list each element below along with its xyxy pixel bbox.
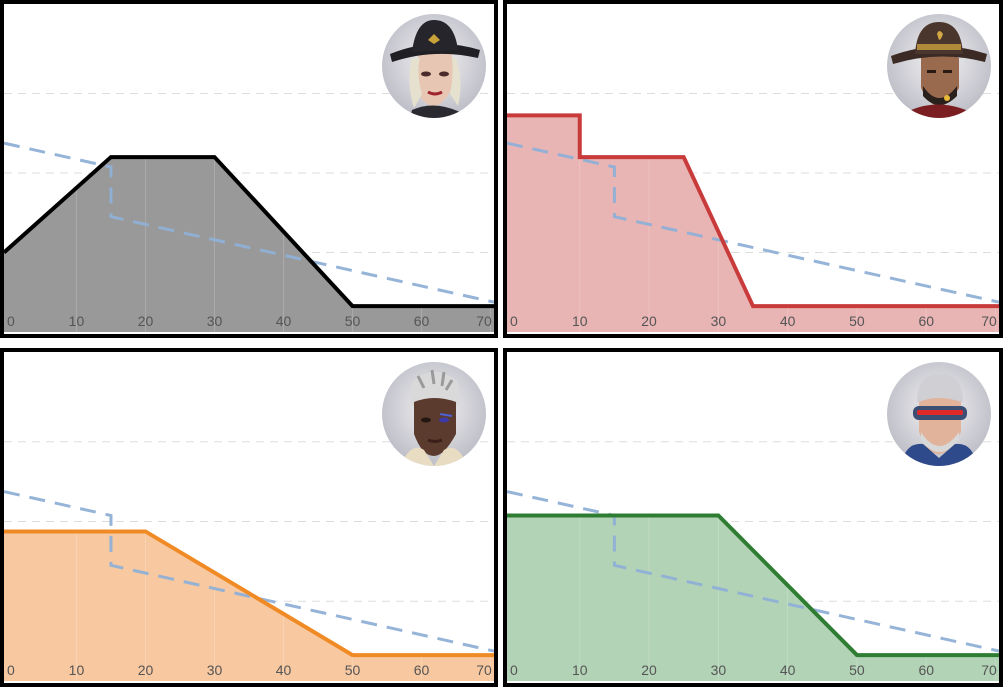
x-tick-label: 70 [476, 662, 492, 678]
x-tick-label: 60 [414, 313, 430, 329]
series-line [4, 529, 494, 658]
series-area [507, 515, 999, 681]
x-tick-label: 40 [276, 662, 292, 678]
x-tick-label: 30 [711, 313, 727, 329]
series-line [4, 155, 494, 309]
x-tick-label: 50 [849, 662, 865, 678]
chart-plot: 0 10 20 30 40 50 60 70 [507, 4, 999, 332]
x-tick-label: 50 [849, 313, 865, 329]
x-tick-label: 20 [641, 662, 657, 678]
x-tick-label: 20 [641, 313, 657, 329]
x-tick-label: 30 [207, 662, 223, 678]
x-tick-label: 50 [345, 313, 361, 329]
x-tick-label: 60 [918, 313, 934, 329]
reference-line [507, 141, 999, 304]
series-area [4, 531, 494, 681]
x-tick-label: 0 [510, 313, 518, 329]
x-tick-label: 0 [510, 662, 518, 678]
x-tick-label: 10 [572, 313, 588, 329]
x-tick-label: 70 [981, 662, 997, 678]
x-tick-label: 10 [69, 313, 85, 329]
series-area [4, 157, 494, 332]
reference-line [507, 490, 999, 653]
chart-panel-top-left: 0 10 20 30 40 50 60 70 [0, 0, 498, 338]
series-line [507, 113, 999, 309]
x-tick-label: 20 [138, 313, 154, 329]
series-area [507, 115, 999, 332]
x-tick-label: 40 [780, 662, 796, 678]
mccree-portrait-icon [887, 14, 991, 118]
x-tick-label: 60 [918, 662, 934, 678]
x-tick-label: 40 [276, 313, 292, 329]
ashe-portrait-icon [382, 14, 486, 118]
x-tick-label: 60 [414, 662, 430, 678]
x-tick-label: 50 [345, 662, 361, 678]
x-tick-label: 70 [981, 313, 997, 329]
x-tick-label: 40 [780, 313, 796, 329]
soldier76-portrait-icon [887, 362, 991, 466]
reference-line [4, 141, 494, 304]
x-tick-label: 10 [572, 662, 588, 678]
x-tick-label: 70 [476, 313, 492, 329]
chart-plot: 0 10 20 30 40 50 60 70 [507, 352, 999, 681]
series-line [507, 513, 999, 658]
x-tick-label: 30 [711, 662, 727, 678]
reference-line [4, 490, 494, 653]
x-tick-label: 10 [69, 662, 85, 678]
sojourn-portrait-icon [382, 362, 486, 466]
x-tick-label: 0 [7, 313, 15, 329]
chart-panel-bottom-right: 0 10 20 30 40 50 60 70 [503, 348, 1003, 687]
x-tick-label: 0 [7, 662, 15, 678]
chart-plot: 0 10 20 30 40 50 60 70 [4, 4, 494, 332]
chart-panel-top-right: 0 10 20 30 40 50 60 70 [503, 0, 1003, 338]
chart-panel-bottom-left: 0 10 20 30 40 50 60 70 [0, 348, 498, 687]
x-tick-label: 20 [138, 662, 154, 678]
x-tick-label: 30 [207, 313, 223, 329]
